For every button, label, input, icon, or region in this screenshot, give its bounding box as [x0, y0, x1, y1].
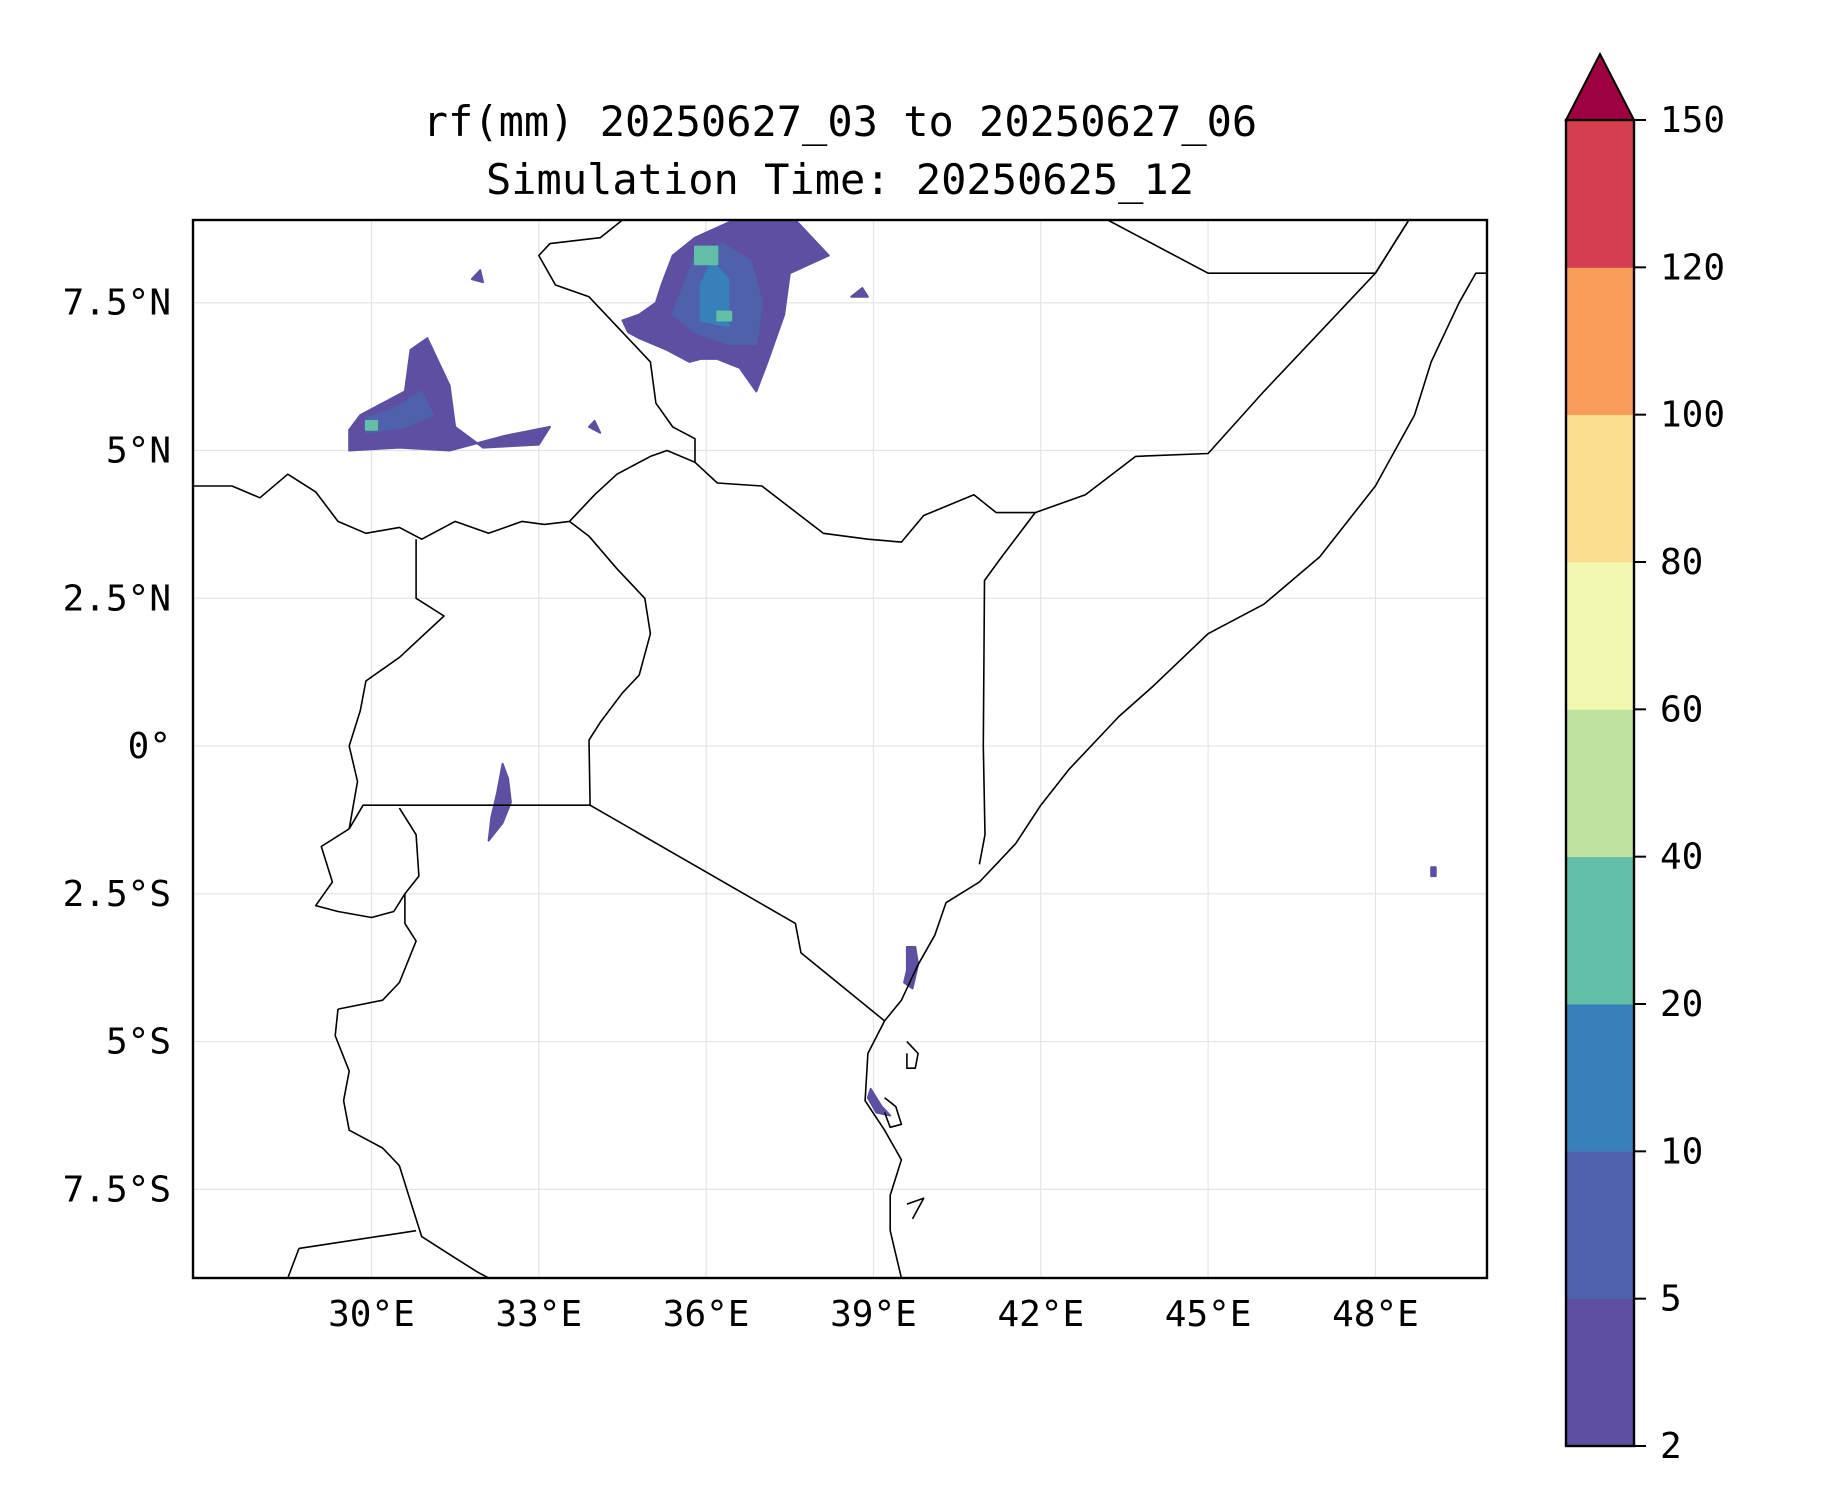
- country-border: [537, 220, 696, 463]
- country-border: [978, 220, 1410, 865]
- colorbar-tick-label: 10: [1660, 1131, 1703, 1172]
- rain-cell: [364, 390, 434, 434]
- rain-cell: [699, 260, 730, 328]
- rain-cell: [364, 420, 379, 431]
- rain-cell: [716, 310, 733, 322]
- country-border: [1107, 220, 1410, 275]
- coastline: [883, 1097, 903, 1129]
- title-line-1: rf(mm) 20250627_03 to 20250627_06: [423, 97, 1257, 146]
- rain-cell: [470, 269, 484, 284]
- lat-tick-label: 7.5°N: [63, 283, 171, 324]
- rain-cell: [903, 946, 920, 990]
- coastline: [906, 1197, 925, 1220]
- lon-tick-label: 48°E: [1332, 1294, 1419, 1335]
- lon-tick-label: 30°E: [328, 1294, 415, 1335]
- colorbar-extend-arrow: [1564, 51, 1636, 121]
- title-line-2: Simulation Time: 20250625_12: [486, 155, 1194, 204]
- country-border: [314, 807, 420, 919]
- colorbar-tick-label: 60: [1660, 689, 1703, 730]
- lon-tick-label: 33°E: [495, 1294, 582, 1335]
- colorbar-segment: [1566, 709, 1634, 858]
- lat-tick-label: 0°: [128, 726, 171, 767]
- rain-cell: [487, 762, 512, 842]
- country-border: [337, 893, 417, 1010]
- colorbar-segment: [1566, 562, 1634, 710]
- lat-tick-label: 5°S: [106, 1022, 171, 1063]
- lon-tick-label: 39°E: [830, 1294, 917, 1335]
- colorbar-tick-label: 20: [1660, 984, 1703, 1025]
- country-border: [334, 1009, 489, 1278]
- rain-cell: [850, 287, 869, 298]
- colorbar-segment: [1566, 120, 1634, 268]
- colorbar-tick-label: 2: [1660, 1426, 1682, 1467]
- colorbar: 2 5 10 20 40 60 80 100 120 150: [1564, 51, 1725, 1467]
- country-border: [287, 1248, 300, 1278]
- lat-tick-label: 5°N: [106, 431, 171, 472]
- map-background: [193, 220, 1487, 1278]
- colorbar-tick-label: 100: [1660, 395, 1725, 436]
- colorbar-frame: [1564, 118, 1636, 1448]
- lat-tick-label: 2.5°S: [63, 874, 171, 915]
- colorbar-segment: [1566, 1004, 1634, 1152]
- colorbar-tick-label: 80: [1660, 542, 1703, 583]
- country-borders: [193, 220, 1410, 1278]
- lon-tick-label: 36°E: [663, 1294, 750, 1335]
- lat-tick-label: 2.5°N: [63, 578, 171, 619]
- colorbar-segment: [1566, 414, 1634, 563]
- country-border: [193, 449, 1036, 543]
- country-border: [348, 539, 445, 829]
- colorbar-segment: [1566, 267, 1634, 416]
- rain-cell: [866, 1087, 892, 1117]
- rainfall-contours: [348, 220, 1437, 1117]
- lat-tick-label: 7.5°S: [63, 1169, 171, 1210]
- coastline: [1015, 272, 1487, 845]
- rain-cell: [694, 245, 719, 266]
- lon-tick-label: 45°E: [1165, 1294, 1252, 1335]
- map-frame: [191, 218, 1489, 1280]
- gridlines: [193, 220, 1487, 1278]
- rain-cell: [1430, 866, 1437, 878]
- colorbar-tick-label: 5: [1660, 1279, 1682, 1320]
- colorbar-segment: [1566, 856, 1634, 1005]
- latitude-labels: 7.5°N 5°N 2.5°N 0° 2.5°S 5°S 7.5°S: [63, 283, 171, 1211]
- rain-cell: [588, 420, 602, 434]
- colorbar-tick-label: 150: [1660, 100, 1725, 141]
- coastline: [906, 1041, 919, 1069]
- country-border: [569, 520, 652, 806]
- country-border: [348, 804, 886, 1022]
- colorbar-tick-label: 120: [1660, 247, 1725, 288]
- colorbar-segment: [1566, 1298, 1634, 1447]
- lon-tick-label: 42°E: [997, 1294, 1084, 1335]
- longitude-labels: 30°E 33°E 36°E 39°E 42°E 45°E 48°E: [328, 1294, 1419, 1335]
- map-axes: 30°E 33°E 36°E 39°E 42°E 45°E 48°E 7.5°N 5°N 2.5…: [63, 218, 1489, 1335]
- coastline: [864, 843, 1017, 1278]
- colorbar-segment: [1566, 1151, 1634, 1300]
- coastlines: [864, 272, 1487, 1278]
- colorbar-tick-label: 40: [1660, 837, 1703, 878]
- country-border: [298, 1229, 417, 1250]
